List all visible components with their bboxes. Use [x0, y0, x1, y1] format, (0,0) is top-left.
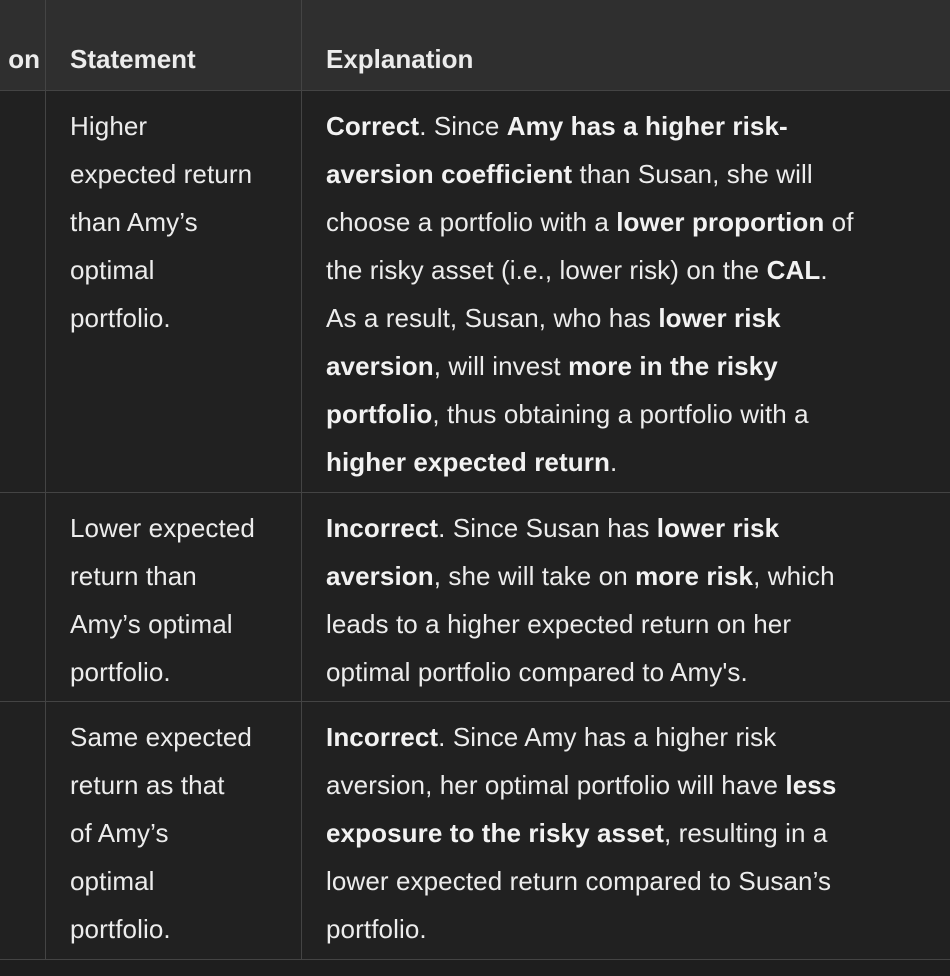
- emphasis-text: lower risk: [656, 513, 780, 543]
- explanation-text: optimal portfolio compared to Amy's.: [326, 657, 748, 687]
- statement-line: Amy’s optimal: [70, 609, 233, 639]
- explanation-line: Correct. Since Amy has a higher risk-: [326, 102, 926, 150]
- explanation-text: portfolio.: [326, 914, 427, 944]
- explanation-line: Incorrect. Since Amy has a higher risk: [326, 713, 926, 761]
- statement-cell: Same expected return as that of Amy’s op…: [70, 713, 290, 953]
- emphasis-text: higher expected return: [326, 447, 610, 477]
- emphasis-text: aversion coefficient: [326, 159, 573, 189]
- explanation-line: aversion, will invest more in the risky: [326, 342, 926, 390]
- statement-line: return as that: [70, 770, 225, 800]
- statement-line: expected return: [70, 159, 253, 189]
- explanation-line: the risky asset (i.e., lower risk) on th…: [326, 246, 926, 294]
- explanation-text: leads to a higher expected return on her: [326, 609, 792, 639]
- emphasis-text: Amy has a higher risk-: [506, 111, 788, 141]
- statement-line: optimal: [70, 866, 155, 896]
- table-row: Same expected return as that of Amy’s op…: [0, 702, 950, 960]
- table-header-row: on Statement Explanation: [0, 0, 950, 91]
- explanation-line: aversion, she will take on more risk, wh…: [326, 552, 926, 600]
- explanation-cell: Correct. Since Amy has a higher risk- av…: [326, 102, 926, 486]
- explanation-cell: Incorrect. Since Susan has lower risk av…: [326, 504, 926, 696]
- explanation-text: than Susan, she will: [572, 159, 813, 189]
- statement-line: portfolio.: [70, 657, 171, 687]
- emphasis-text: aversion: [326, 561, 434, 591]
- column-divider: [301, 0, 302, 960]
- emphasis-text: CAL: [766, 255, 821, 285]
- explanation-line: As a result, Susan, who has lower risk: [326, 294, 926, 342]
- explanation-line: exposure to the risky asset, resulting i…: [326, 809, 926, 857]
- table-row: Lower expected return than Amy’s optimal…: [0, 493, 950, 702]
- emphasis-text: more risk: [635, 561, 754, 591]
- explanation-text: the risky asset (i.e., lower risk) on th…: [326, 255, 767, 285]
- statement-line: portfolio.: [70, 303, 171, 333]
- explanation-line: portfolio.: [326, 905, 926, 953]
- statement-cell: Higher expected return than Amy’s optima…: [70, 102, 290, 342]
- explanation-line: aversion, her optimal portfolio will hav…: [326, 761, 926, 809]
- explanation-line: aversion coefficient than Susan, she wil…: [326, 150, 926, 198]
- statement-line: optimal: [70, 255, 155, 285]
- explanation-line: Incorrect. Since Susan has lower risk: [326, 504, 926, 552]
- explanation-text: .: [609, 447, 618, 477]
- explanation-line: choose a portfolio with a lower proporti…: [326, 198, 926, 246]
- explanation-text: choose a portfolio with a: [326, 207, 617, 237]
- header-option: on: [8, 44, 40, 74]
- explanation-text: . Since Susan has: [438, 513, 657, 543]
- explanation-text: lower expected return compared to Susan’…: [326, 866, 832, 896]
- explanation-text: , which: [753, 561, 835, 591]
- emphasis-text: more in the risky: [568, 351, 778, 381]
- emphasis-text: less: [785, 770, 837, 800]
- emphasis-text: lower proportion: [616, 207, 825, 237]
- column-divider: [45, 0, 46, 960]
- emphasis-text: portfolio: [326, 399, 433, 429]
- explanation-text: , will invest: [433, 351, 569, 381]
- explanation-text: aversion, her optimal portfolio will hav…: [326, 770, 786, 800]
- emphasis-text: lower risk: [658, 303, 781, 333]
- explanation-line: portfolio, thus obtaining a portfolio wi…: [326, 390, 926, 438]
- explanation-text: . Since: [419, 111, 507, 141]
- statement-line: Higher: [70, 111, 148, 141]
- statement-cell: Lower expected return than Amy’s optimal…: [70, 504, 290, 696]
- header-statement: Statement: [70, 44, 196, 74]
- verdict-correct: Correct: [326, 111, 420, 141]
- explanation-text: of: [824, 207, 854, 237]
- statement-line: Lower expected: [70, 513, 255, 543]
- table-row: Higher expected return than Amy’s optima…: [0, 91, 950, 493]
- explanation-text: . Since Amy has a higher risk: [438, 722, 777, 752]
- emphasis-text: aversion: [326, 351, 434, 381]
- statement-line: Same expected: [70, 722, 252, 752]
- explanation-line: higher expected return.: [326, 438, 926, 486]
- explanation-cell: Incorrect. Since Amy has a higher risk a…: [326, 713, 926, 953]
- explanation-text: , resulting in a: [663, 818, 828, 848]
- emphasis-text: exposure to the risky asset: [326, 818, 664, 848]
- verdict-incorrect: Incorrect: [326, 513, 439, 543]
- statement-line: of Amy’s: [70, 818, 169, 848]
- page-background: [0, 960, 950, 976]
- header-explanation: Explanation: [326, 44, 474, 74]
- explanation-text: As a result, Susan, who has: [326, 303, 659, 333]
- explanation-text: , she will take on: [433, 561, 636, 591]
- explanation-text: .: [820, 255, 828, 285]
- explanation-text: , thus obtaining a portfolio with a: [432, 399, 809, 429]
- statement-line: portfolio.: [70, 914, 171, 944]
- explanation-line: optimal portfolio compared to Amy's.: [326, 648, 926, 696]
- explanation-line: leads to a higher expected return on her: [326, 600, 926, 648]
- statement-line: than Amy’s: [70, 207, 198, 237]
- explanation-line: lower expected return compared to Susan’…: [326, 857, 926, 905]
- statement-line: return than: [70, 561, 197, 591]
- verdict-incorrect: Incorrect: [326, 722, 439, 752]
